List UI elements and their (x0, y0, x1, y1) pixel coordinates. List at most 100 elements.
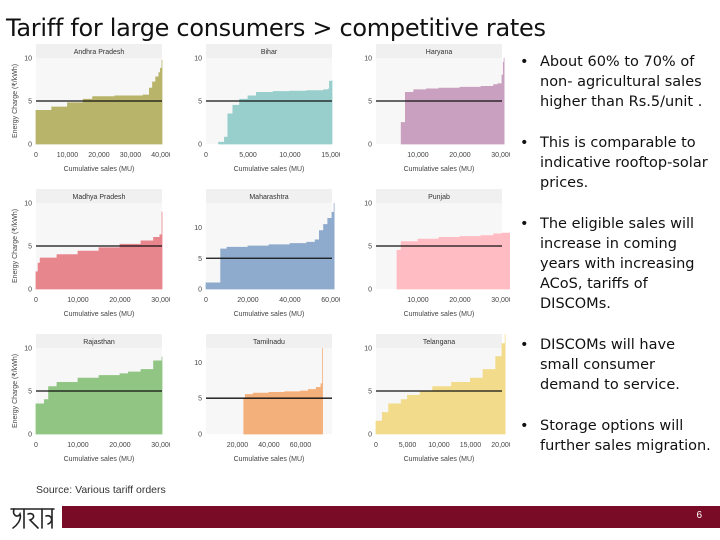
panel-title-strip (376, 334, 502, 348)
footer-bar: 6 (62, 506, 720, 528)
y-tick-label: 0 (198, 287, 202, 294)
bullet-item: • The eligible sales will increase in com… (518, 214, 718, 314)
bullet-text: DISCOMs will have small consumer demand … (540, 337, 680, 393)
panel-title: Haryana (426, 49, 453, 56)
bullet-item: • About 60% to 70% of non- agricultural s… (518, 52, 718, 112)
x-axis-label: Cumulative sales (MU) (404, 311, 475, 318)
y-tick-label: 0 (368, 432, 372, 439)
series-area (35, 59, 163, 145)
page-title: Tariff for large consumers > competitive… (6, 14, 546, 42)
x-tick-label: 30,000 (151, 297, 170, 304)
panel-title-strip (376, 44, 502, 58)
x-tick-label: 10,000 (428, 442, 450, 449)
panel-title-strip (376, 189, 502, 203)
panel-title-strip (36, 334, 162, 348)
series-area (205, 203, 335, 290)
x-tick-label: 10,000 (57, 152, 79, 159)
y-tick-label: 10 (194, 225, 202, 232)
x-tick-label: 20,000 (491, 442, 510, 449)
chart-panel: Madhya Pradesh 0 5 10 0 10,000 20,000 30,000 Cum… (11, 189, 170, 318)
chart-panel: Andhra Pradesh 0 5 10 0 10,000 20,000 30,000 40,… (11, 44, 170, 173)
series-area (218, 80, 333, 145)
bullet-dot: • (520, 418, 529, 434)
y-tick-label: 5 (368, 244, 372, 251)
page-number: 6 (696, 510, 702, 521)
x-tick-label: 0 (34, 152, 38, 159)
x-axis-label: Cumulative sales (MU) (64, 456, 135, 463)
x-tick-label: 0 (374, 442, 378, 449)
x-tick-label: 20,000 (237, 297, 259, 304)
x-tick-label: 20,000 (449, 152, 471, 159)
y-tick-label: 0 (368, 287, 372, 294)
x-tick-label: 10,000 (67, 442, 89, 449)
bullet-dot: • (520, 135, 529, 151)
x-tick-label: 0 (204, 152, 208, 159)
chart-panel: Haryana 0 5 10 10,000 20,000 30,000 Cumulative … (364, 44, 510, 173)
y-tick-label: 10 (364, 346, 372, 353)
y-tick-label: 5 (28, 244, 32, 251)
x-tick-label: 20,000 (109, 297, 131, 304)
y-tick-label: 0 (28, 287, 32, 294)
x-tick-label: 30,000 (151, 442, 170, 449)
logo-icon (10, 508, 55, 529)
bullet-dot: • (520, 216, 529, 232)
x-axis-label: Cumulative sales (MU) (64, 166, 135, 173)
x-tick-label: 15,000 (460, 442, 482, 449)
x-tick-label: 5,000 (399, 442, 417, 449)
y-tick-label: 5 (198, 396, 202, 403)
x-tick-label: 40,000 (279, 297, 301, 304)
bullet-dot: • (520, 54, 529, 70)
bullet-item: • DISCOMs will have small consumer demand… (518, 335, 718, 395)
chart-panel: Rajasthan 0 5 10 0 10,000 20,000 30,000 Cumulati… (11, 334, 170, 463)
y-axis-label: Energy Charge (₹/kWh) (11, 209, 19, 283)
x-tick-label: 0 (204, 297, 208, 304)
x-tick-label: 10,000 (279, 152, 301, 159)
x-tick-label: 20,000 (227, 442, 249, 449)
x-tick-label: 40,000 (151, 152, 170, 159)
x-tick-label: 5,000 (239, 152, 257, 159)
x-tick-label: 0 (34, 297, 38, 304)
panel-title-strip (36, 44, 162, 58)
source-note: Source: Various tariff orders (36, 484, 166, 496)
y-tick-label: 10 (24, 201, 32, 208)
panel-title: Andhra Pradesh (74, 49, 125, 56)
panel-title-strip (206, 44, 332, 58)
x-tick-label: 15,000 (321, 152, 340, 159)
bullet-dot: • (520, 337, 529, 353)
x-axis-label: Cumulative sales (MU) (234, 166, 305, 173)
chart-panel: Punjab 0 5 10 10,000 20,000 30,000 Cumulative s… (364, 189, 510, 318)
x-tick-label: 20,000 (88, 152, 110, 159)
x-axis-label: Cumulative sales (MU) (64, 311, 135, 318)
y-tick-label: 5 (28, 389, 32, 396)
x-tick-label: 60,000 (321, 297, 340, 304)
x-tick-label: 0 (34, 442, 38, 449)
chart-panel: Telangana 0 5 10 0 5,000 10,000 15,000 20,000 Cum… (364, 334, 510, 463)
x-tick-label: 10,000 (407, 152, 429, 159)
y-tick-label: 10 (364, 56, 372, 63)
series-area (396, 230, 510, 290)
x-axis-label: Cumulative sales (MU) (404, 166, 475, 173)
y-tick-label: 10 (24, 346, 32, 353)
y-tick-label: 5 (368, 389, 372, 396)
panel-title: Rajasthan (83, 339, 115, 346)
x-axis-label: Cumulative sales (MU) (234, 456, 305, 463)
chart-grid: Andhra Pradesh 0 5 10 0 10,000 20,000 30,000 40,… (0, 44, 512, 480)
bullet-text: Storage options will further sales migra… (540, 418, 711, 454)
y-axis-label: Energy Charge (₹/kWh) (11, 64, 19, 138)
panel-title: Madhya Pradesh (73, 194, 126, 201)
y-tick-label: 10 (194, 360, 202, 367)
panel-title-strip (36, 189, 162, 203)
panel-title: Tamilnadu (253, 339, 285, 346)
x-tick-label: 10,000 (67, 297, 89, 304)
chart-panel: Bihar 0 5 10 0 5,000 10,000 15,000 Cumulative sa… (194, 44, 340, 173)
series-area (35, 356, 163, 435)
bullet-text: This is comparable to indicative rooftop… (540, 135, 708, 191)
panel-title-strip (206, 189, 332, 203)
x-axis-label: Cumulative sales (MU) (404, 456, 475, 463)
panel-title-strip (206, 334, 332, 348)
y-tick-label: 10 (364, 201, 372, 208)
y-tick-label: 0 (28, 432, 32, 439)
y-axis-label: Energy Charge (₹/kWh) (11, 354, 19, 428)
chart-panel: Maharashtra 0 5 10 0 20,000 40,000 60,000 Cumula… (194, 189, 340, 318)
y-tick-label: 10 (194, 56, 202, 63)
